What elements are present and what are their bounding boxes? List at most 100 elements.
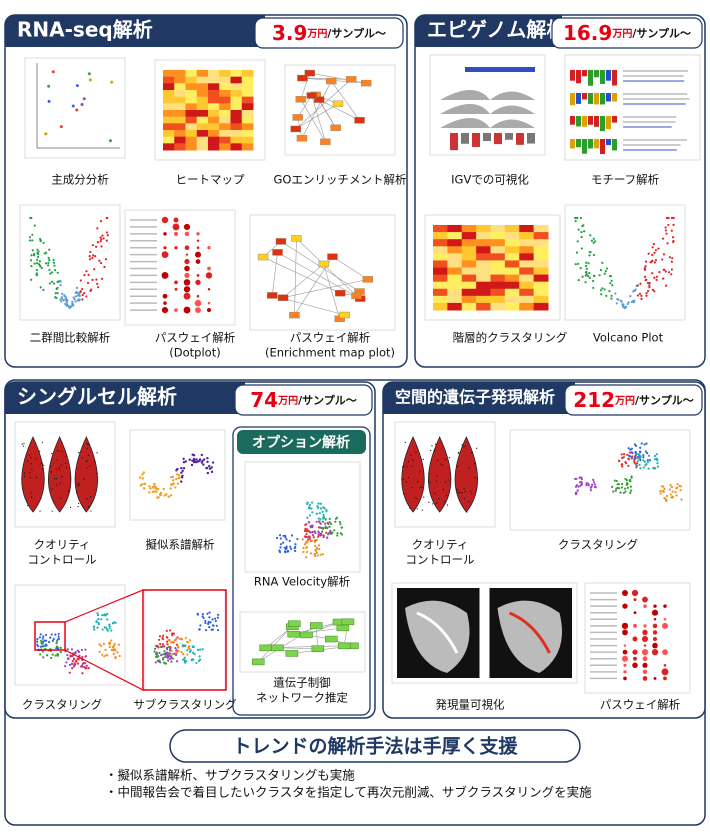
dot <box>80 103 84 107</box>
dot <box>81 287 84 291</box>
dot <box>43 464 45 466</box>
dot <box>620 453 623 456</box>
dot <box>65 455 67 457</box>
dot <box>614 292 617 295</box>
dot <box>162 487 165 491</box>
dot <box>54 478 56 480</box>
dot <box>653 618 657 621</box>
dot <box>206 466 209 470</box>
dot <box>190 463 194 467</box>
dot <box>77 658 80 661</box>
dot <box>180 480 183 483</box>
dot <box>312 536 315 539</box>
dot <box>664 270 667 273</box>
dot <box>166 643 169 646</box>
thumbnail <box>394 421 496 528</box>
dot <box>325 531 328 534</box>
dot <box>668 256 671 259</box>
dot <box>175 649 178 652</box>
dot <box>170 483 173 486</box>
dot <box>81 298 84 301</box>
dot <box>306 502 309 506</box>
dot <box>36 251 39 255</box>
dot <box>587 262 590 265</box>
dot <box>639 446 642 449</box>
dot <box>213 617 217 620</box>
heat-cell <box>174 123 186 131</box>
node <box>306 92 317 99</box>
heat-cell <box>208 130 220 138</box>
dot <box>184 644 187 647</box>
dot <box>617 483 620 486</box>
dot <box>436 502 438 504</box>
dot <box>196 612 199 615</box>
dot <box>75 491 78 494</box>
dot <box>326 521 329 525</box>
dot <box>48 259 51 262</box>
node <box>345 76 357 83</box>
dot <box>624 490 627 493</box>
read <box>483 133 491 142</box>
dot <box>663 487 666 490</box>
heat-cell <box>433 267 448 276</box>
dot <box>416 497 418 500</box>
dot <box>639 455 642 458</box>
dot <box>217 613 220 616</box>
dot <box>74 663 77 666</box>
node <box>327 253 338 260</box>
dot <box>636 456 639 460</box>
caption: 発現量可視化 <box>436 698 505 712</box>
dot <box>58 466 60 469</box>
heat-cell <box>476 288 491 297</box>
heat-cell <box>230 70 243 78</box>
heat-cell <box>519 253 535 261</box>
dot <box>30 457 32 459</box>
dot <box>31 239 34 242</box>
dot <box>51 510 53 512</box>
dot <box>162 634 165 637</box>
dot <box>172 223 180 231</box>
heat-cell <box>504 295 520 304</box>
heat-cell <box>519 239 535 247</box>
heat-cell <box>519 281 535 290</box>
dot <box>166 654 169 657</box>
dot <box>642 459 645 462</box>
heat-cell <box>533 260 549 268</box>
dot <box>41 642 45 645</box>
price-box <box>551 17 703 49</box>
edge <box>262 256 341 294</box>
heat-cell <box>504 274 520 283</box>
heat-cell <box>490 232 506 240</box>
dot <box>33 262 36 265</box>
dot <box>64 298 67 301</box>
thumbnail <box>14 421 116 528</box>
dot <box>671 257 674 260</box>
logo <box>570 70 575 81</box>
dot <box>611 284 614 287</box>
dot <box>78 483 80 486</box>
dot <box>92 625 96 628</box>
dot <box>72 665 76 668</box>
dot <box>622 603 628 609</box>
heat-cell <box>219 116 231 124</box>
dot <box>675 487 678 490</box>
dot <box>321 530 324 533</box>
dot <box>103 614 106 617</box>
dot <box>177 473 181 477</box>
dot <box>653 676 657 680</box>
heat-cell <box>461 274 477 283</box>
dot <box>311 530 314 534</box>
dot <box>577 485 580 488</box>
dot <box>643 460 647 463</box>
dot <box>403 465 405 467</box>
dot <box>77 482 79 484</box>
read <box>505 133 513 140</box>
dot <box>56 652 59 656</box>
heat-cell <box>447 267 463 276</box>
heat-cell <box>241 103 254 111</box>
thumb-bg <box>244 461 361 573</box>
dot <box>60 464 62 466</box>
dot <box>49 465 52 467</box>
heat-cell <box>219 83 231 91</box>
dot <box>85 666 88 670</box>
